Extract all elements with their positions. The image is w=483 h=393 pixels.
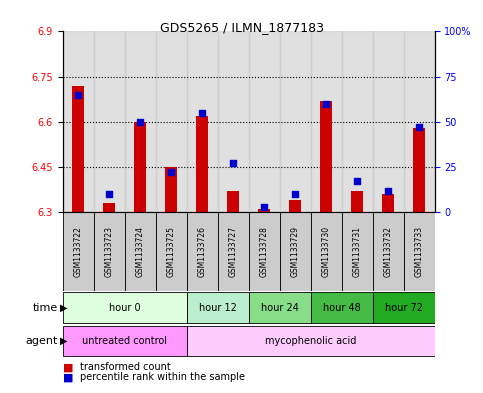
Bar (249, 292, 311, 323)
Text: GSM1133728: GSM1133728 (260, 226, 269, 277)
Bar (187, 292, 249, 323)
Bar (351, 191, 363, 212)
Bar (218, 212, 249, 291)
Bar (63, 292, 187, 323)
Point (384, 187, 392, 194)
Bar (320, 101, 332, 212)
Bar (125, 31, 156, 212)
Point (168, 169, 175, 176)
Text: ■: ■ (63, 372, 73, 382)
Bar (196, 116, 209, 212)
Bar (280, 212, 311, 291)
Text: hour 0: hour 0 (109, 303, 141, 312)
Point (322, 101, 330, 107)
Text: untreated control: untreated control (82, 336, 167, 346)
Text: GDS5265 / ILMN_1877183: GDS5265 / ILMN_1877183 (159, 21, 324, 34)
Text: hour 48: hour 48 (323, 303, 361, 312)
Text: GSM1133732: GSM1133732 (384, 226, 393, 277)
Text: GSM1133722: GSM1133722 (74, 226, 83, 277)
Bar (289, 200, 301, 212)
Text: GSM1133729: GSM1133729 (291, 226, 300, 277)
Bar (404, 31, 435, 212)
Text: time: time (33, 303, 58, 312)
Point (74, 92, 82, 98)
Text: percentile rank within the sample: percentile rank within the sample (80, 372, 245, 382)
Bar (94, 31, 125, 212)
Bar (258, 209, 270, 212)
Text: GSM1133725: GSM1133725 (167, 226, 176, 277)
Bar (280, 31, 311, 212)
Bar (404, 212, 435, 291)
Bar (342, 31, 373, 212)
Bar (311, 31, 342, 212)
Bar (227, 191, 240, 212)
Point (260, 204, 268, 210)
Text: hour 12: hour 12 (199, 303, 237, 312)
Text: hour 72: hour 72 (384, 303, 423, 312)
Bar (94, 212, 125, 291)
Text: ■: ■ (63, 362, 73, 373)
Text: mycophenolic acid: mycophenolic acid (265, 336, 356, 346)
Bar (218, 31, 249, 212)
Point (105, 191, 113, 197)
Bar (165, 167, 177, 212)
Bar (134, 122, 146, 212)
Point (229, 160, 237, 167)
Bar (187, 212, 218, 291)
Text: hour 24: hour 24 (261, 303, 298, 312)
Bar (156, 212, 187, 291)
Bar (373, 31, 404, 212)
Point (291, 191, 299, 197)
Text: GSM1133730: GSM1133730 (322, 226, 331, 277)
Point (415, 124, 423, 130)
Bar (156, 31, 187, 212)
Text: GSM1133726: GSM1133726 (198, 226, 207, 277)
Text: GSM1133731: GSM1133731 (353, 226, 362, 277)
Bar (125, 212, 156, 291)
Bar (382, 194, 395, 212)
Bar (103, 203, 115, 212)
Bar (373, 212, 404, 291)
Bar (311, 292, 373, 323)
Bar (413, 128, 426, 212)
Point (199, 110, 206, 116)
Point (136, 119, 144, 125)
Bar (187, 31, 218, 212)
Text: GSM1133724: GSM1133724 (136, 226, 145, 277)
Bar (63, 31, 94, 212)
Bar (72, 86, 85, 212)
Text: GSM1133727: GSM1133727 (229, 226, 238, 277)
Bar (63, 212, 94, 291)
Bar (63, 326, 187, 356)
Bar (342, 212, 373, 291)
Text: ▶: ▶ (60, 303, 68, 312)
Bar (311, 212, 342, 291)
Text: transformed count: transformed count (80, 362, 170, 373)
Bar (249, 212, 280, 291)
Text: GSM1133733: GSM1133733 (415, 226, 424, 277)
Text: agent: agent (26, 336, 58, 346)
Bar (187, 326, 435, 356)
Bar (249, 31, 280, 212)
Point (354, 178, 361, 185)
Text: ▶: ▶ (60, 336, 68, 346)
Bar (373, 292, 435, 323)
Text: GSM1133723: GSM1133723 (105, 226, 114, 277)
